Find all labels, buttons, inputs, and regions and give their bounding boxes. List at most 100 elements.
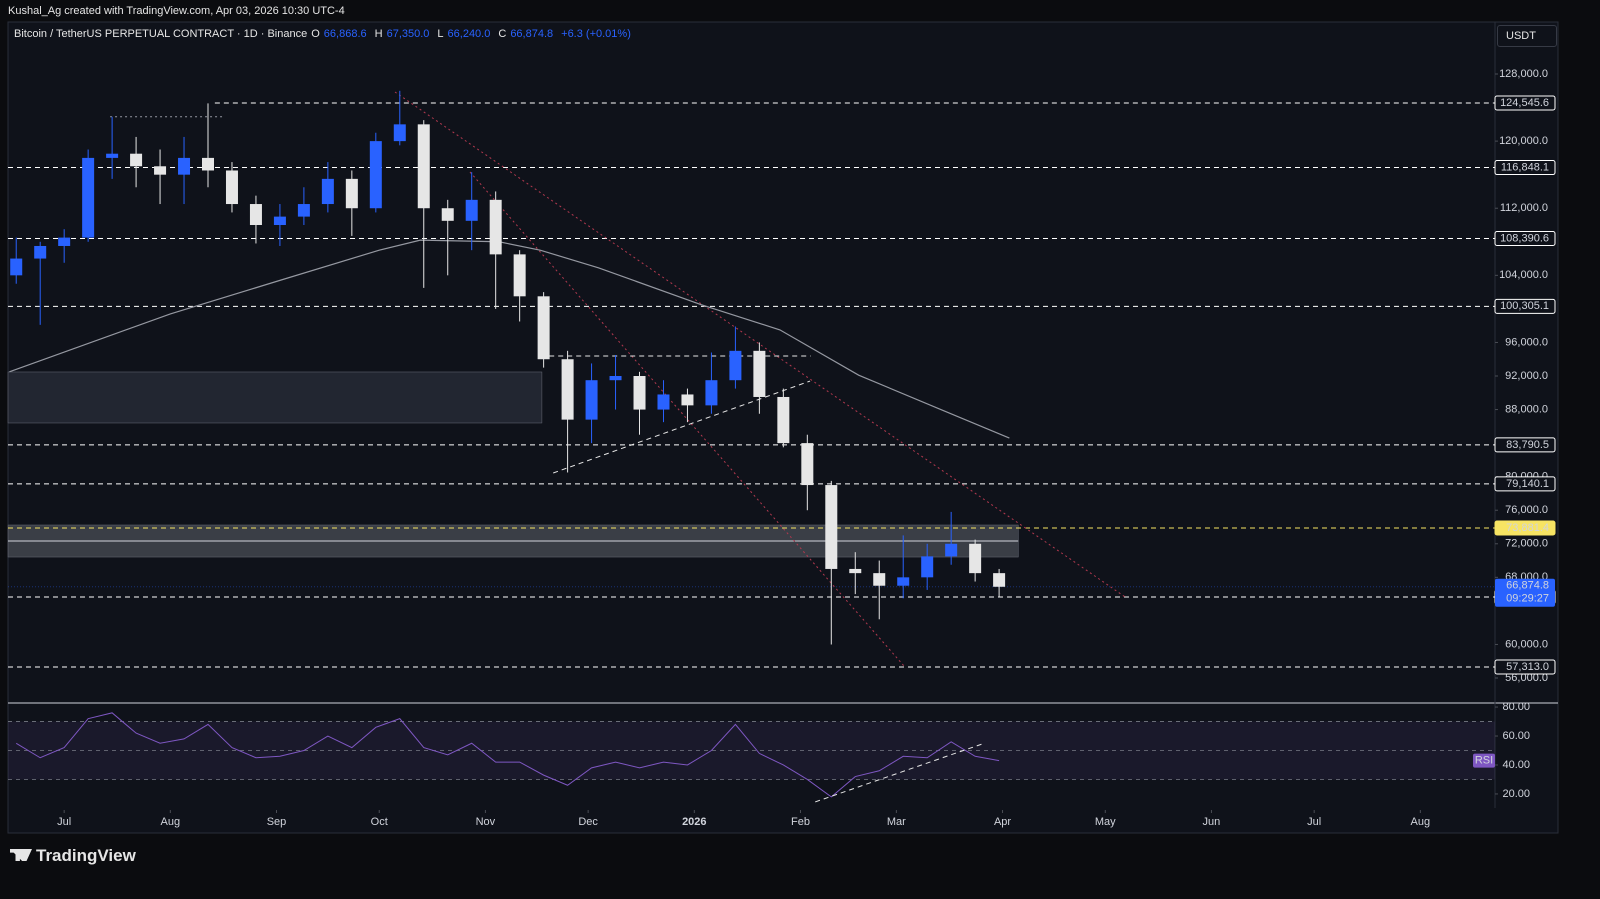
ohlc-item: L 66,240.0 (437, 28, 494, 40)
rsi-y-tick-label: 40.00 (1502, 759, 1530, 771)
candle-body (513, 254, 526, 297)
candle-body (897, 577, 910, 586)
ohlc-value: 67,350.0 (386, 28, 430, 40)
change: +6.3 (+0.01%) (561, 28, 631, 40)
y-tick-label: 76,000.0 (1505, 504, 1548, 516)
candle-body (417, 124, 430, 209)
x-tick-label: 2026 (682, 816, 706, 828)
ohlc-item: H 67,350.0 (375, 28, 434, 40)
x-tick-label: Mar (887, 816, 906, 828)
candle-body (465, 199, 478, 221)
zone (7, 371, 543, 424)
ohlc-key: O (311, 28, 320, 40)
candle-body (633, 376, 646, 410)
level-label: 73,881.4 (1506, 522, 1549, 534)
candle-body (705, 380, 718, 406)
x-tick-label: May (1095, 816, 1116, 828)
candle-body (393, 124, 406, 142)
level-label: 57,313.0 (1506, 661, 1549, 673)
candle-body (969, 543, 982, 574)
symbol: Bitcoin / TetherUS PERPETUAL CONTRACT · … (14, 28, 308, 40)
y-tick-label: 96,000.0 (1505, 336, 1548, 348)
y-tick-label: 104,000.0 (1499, 269, 1548, 281)
x-tick-label: Jun (1203, 816, 1221, 828)
candle-body (825, 485, 838, 569)
y-tick-label: 128,000.0 (1499, 68, 1548, 80)
candle-body (681, 394, 694, 406)
y-tick-label: 92,000.0 (1505, 370, 1548, 382)
level-badge (1494, 659, 1556, 675)
candle-body (225, 170, 238, 205)
x-tick-label: Aug (1411, 816, 1431, 828)
candle-body (753, 350, 766, 397)
candle-body (537, 296, 550, 360)
candle-body (489, 199, 502, 255)
candle-body (178, 157, 191, 175)
brand-text: TradingView (36, 846, 136, 865)
x-tick-label: Nov (476, 816, 496, 828)
moving-average (9, 239, 1010, 439)
ohlc-item: O 66,868.6 (311, 28, 370, 40)
candle-body (657, 394, 670, 410)
candle-body (849, 568, 862, 574)
candle-body (369, 141, 382, 209)
level-badge (1494, 437, 1556, 453)
candle-body (273, 216, 286, 226)
y-tick-label: 60,000.0 (1505, 638, 1548, 650)
countdown: 09:29:27 (1506, 593, 1549, 605)
ohlc-value: 66,874.8 (510, 28, 554, 40)
level-label: 100,305.1 (1500, 300, 1549, 312)
rsi-band (8, 721, 1495, 780)
candle-body (945, 543, 958, 557)
y-tick-label: 72,000.0 (1505, 538, 1548, 550)
candle-body (441, 208, 454, 221)
y-tick-label: 120,000.0 (1499, 135, 1548, 147)
y-tick-label: 88,000.0 (1505, 403, 1548, 415)
candle-body (130, 153, 143, 167)
x-tick-label: Jul (1307, 816, 1321, 828)
ohlc-value: 66,240.0 (447, 28, 491, 40)
level-label: 116,848.1 (1501, 161, 1549, 173)
rsi-name: RSI (1475, 755, 1493, 767)
candle-body (106, 153, 119, 158)
level-badge (1494, 298, 1556, 314)
trend-line (553, 380, 811, 474)
x-tick-label: Feb (791, 816, 810, 828)
level-label: 124,545.6 (1500, 97, 1549, 109)
rsi-y-tick-label: 60.00 (1502, 730, 1530, 742)
ohlc-value: 66,868.6 (323, 28, 367, 40)
candle-body (82, 157, 95, 238)
candle-body (777, 396, 790, 444)
rsi-name-badge (1473, 753, 1495, 768)
ohlc-key: H (374, 28, 383, 40)
candle-body (297, 204, 310, 217)
level-label: 79,140.1 (1506, 478, 1549, 490)
candle-body (154, 166, 167, 175)
level-badge (1494, 160, 1556, 176)
candle-body (10, 258, 23, 276)
x-tick-label: Oct (371, 816, 388, 828)
currency-button[interactable]: USDT (1497, 25, 1557, 47)
candle-body (345, 178, 358, 209)
y-tick-label: 56,000.0 (1505, 672, 1548, 684)
candle-body (58, 237, 71, 246)
candle-body (202, 157, 215, 171)
y-tick-label: 112,000.0 (1500, 202, 1548, 214)
ohlc-key: C (498, 28, 507, 40)
rsi-y-tick-label: 80.00 (1502, 701, 1530, 713)
candle-body (921, 556, 934, 578)
x-tick-label: Aug (161, 816, 181, 828)
x-tick-label: Jul (57, 816, 71, 828)
last-price-badge (1495, 578, 1555, 607)
x-tick-label: Apr (994, 816, 1011, 828)
brand-logo: TradingView (10, 846, 136, 866)
last-price-label: 66,874.8 (1506, 580, 1549, 592)
ohlc-item: C 66,874.8 (498, 28, 557, 40)
candle-body (321, 178, 334, 205)
candle-body (609, 376, 622, 381)
rsi-line (15, 712, 1000, 798)
level-badge (1494, 95, 1556, 111)
ohlc-key: L (437, 28, 444, 40)
candle-body (729, 350, 742, 381)
